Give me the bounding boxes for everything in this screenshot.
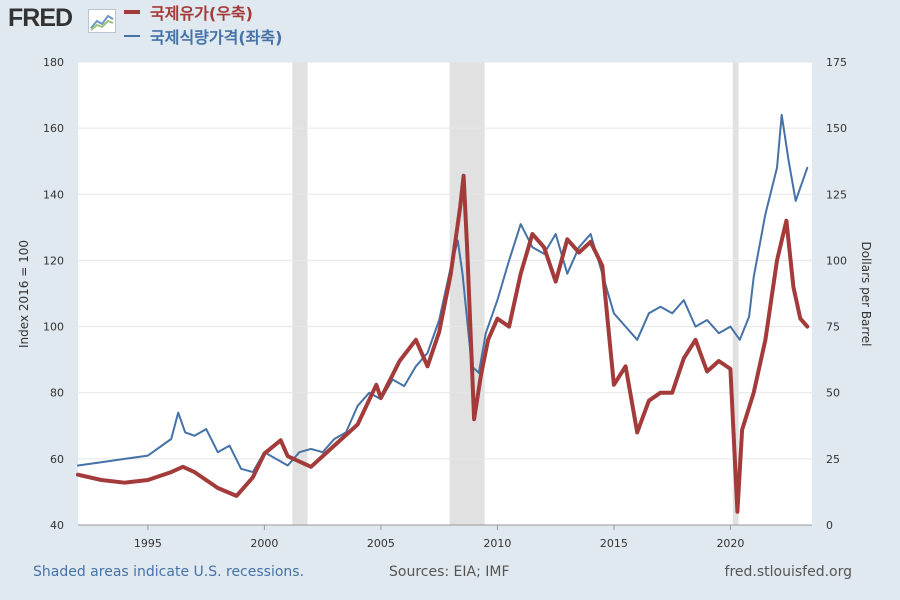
legend-item-food[interactable]: 국제식량가격(좌축) bbox=[124, 24, 282, 48]
x-tick-label: 2020 bbox=[716, 537, 744, 550]
legend-swatch-food bbox=[124, 35, 140, 37]
left-tick-label: 120 bbox=[43, 254, 64, 267]
x-tick-label: 2000 bbox=[250, 537, 278, 550]
recession-band bbox=[292, 62, 308, 525]
x-tick-label: 2010 bbox=[483, 537, 511, 550]
x-tick-label: 2005 bbox=[367, 537, 395, 550]
left-tick-label: 100 bbox=[43, 321, 64, 334]
site-link[interactable]: fred.stlouisfed.org bbox=[724, 564, 852, 580]
left-tick-label: 40 bbox=[50, 519, 64, 532]
chart-header: FRED 국제유가(우축) 국제식량가격(좌축) bbox=[0, 0, 900, 56]
right-tick-label: 75 bbox=[826, 321, 840, 334]
sources-note: Sources: EIA; IMF bbox=[389, 564, 510, 580]
right-tick-label: 150 bbox=[826, 122, 847, 135]
chart-logo-icon bbox=[88, 9, 116, 33]
legend-swatch-oil bbox=[124, 10, 140, 14]
x-tick-label: 2015 bbox=[600, 537, 628, 550]
left-axis-label: Index 2016 = 100 bbox=[17, 240, 31, 348]
right-tick-label: 50 bbox=[826, 387, 840, 400]
right-tick-label: 25 bbox=[826, 453, 840, 466]
right-tick-label: 175 bbox=[826, 56, 847, 69]
recession-note: Shaded areas indicate U.S. recessions. bbox=[33, 564, 305, 580]
left-tick-label: 180 bbox=[43, 56, 64, 69]
left-tick-label: 160 bbox=[43, 122, 64, 135]
chart-legend: 국제유가(우축) 국제식량가격(좌축) bbox=[124, 0, 282, 48]
left-tick-label: 140 bbox=[43, 188, 64, 201]
right-tick-label: 0 bbox=[826, 519, 833, 532]
legend-label-oil: 국제유가(우축) bbox=[150, 4, 253, 23]
right-tick-label: 125 bbox=[826, 188, 847, 201]
recession-band bbox=[732, 62, 739, 525]
legend-item-oil[interactable]: 국제유가(우축) bbox=[124, 0, 282, 24]
right-axis-label: Dollars per Barrel bbox=[859, 241, 873, 346]
left-tick-label: 60 bbox=[50, 453, 64, 466]
fred-logo[interactable]: FRED bbox=[8, 4, 73, 32]
series-line-food bbox=[77, 113, 809, 474]
legend-label-food: 국제식량가격(좌축) bbox=[150, 28, 283, 47]
x-tick-label: 1995 bbox=[134, 537, 162, 550]
series-line-oil bbox=[76, 173, 810, 514]
right-tick-label: 100 bbox=[826, 254, 847, 267]
left-tick-label: 80 bbox=[50, 387, 64, 400]
